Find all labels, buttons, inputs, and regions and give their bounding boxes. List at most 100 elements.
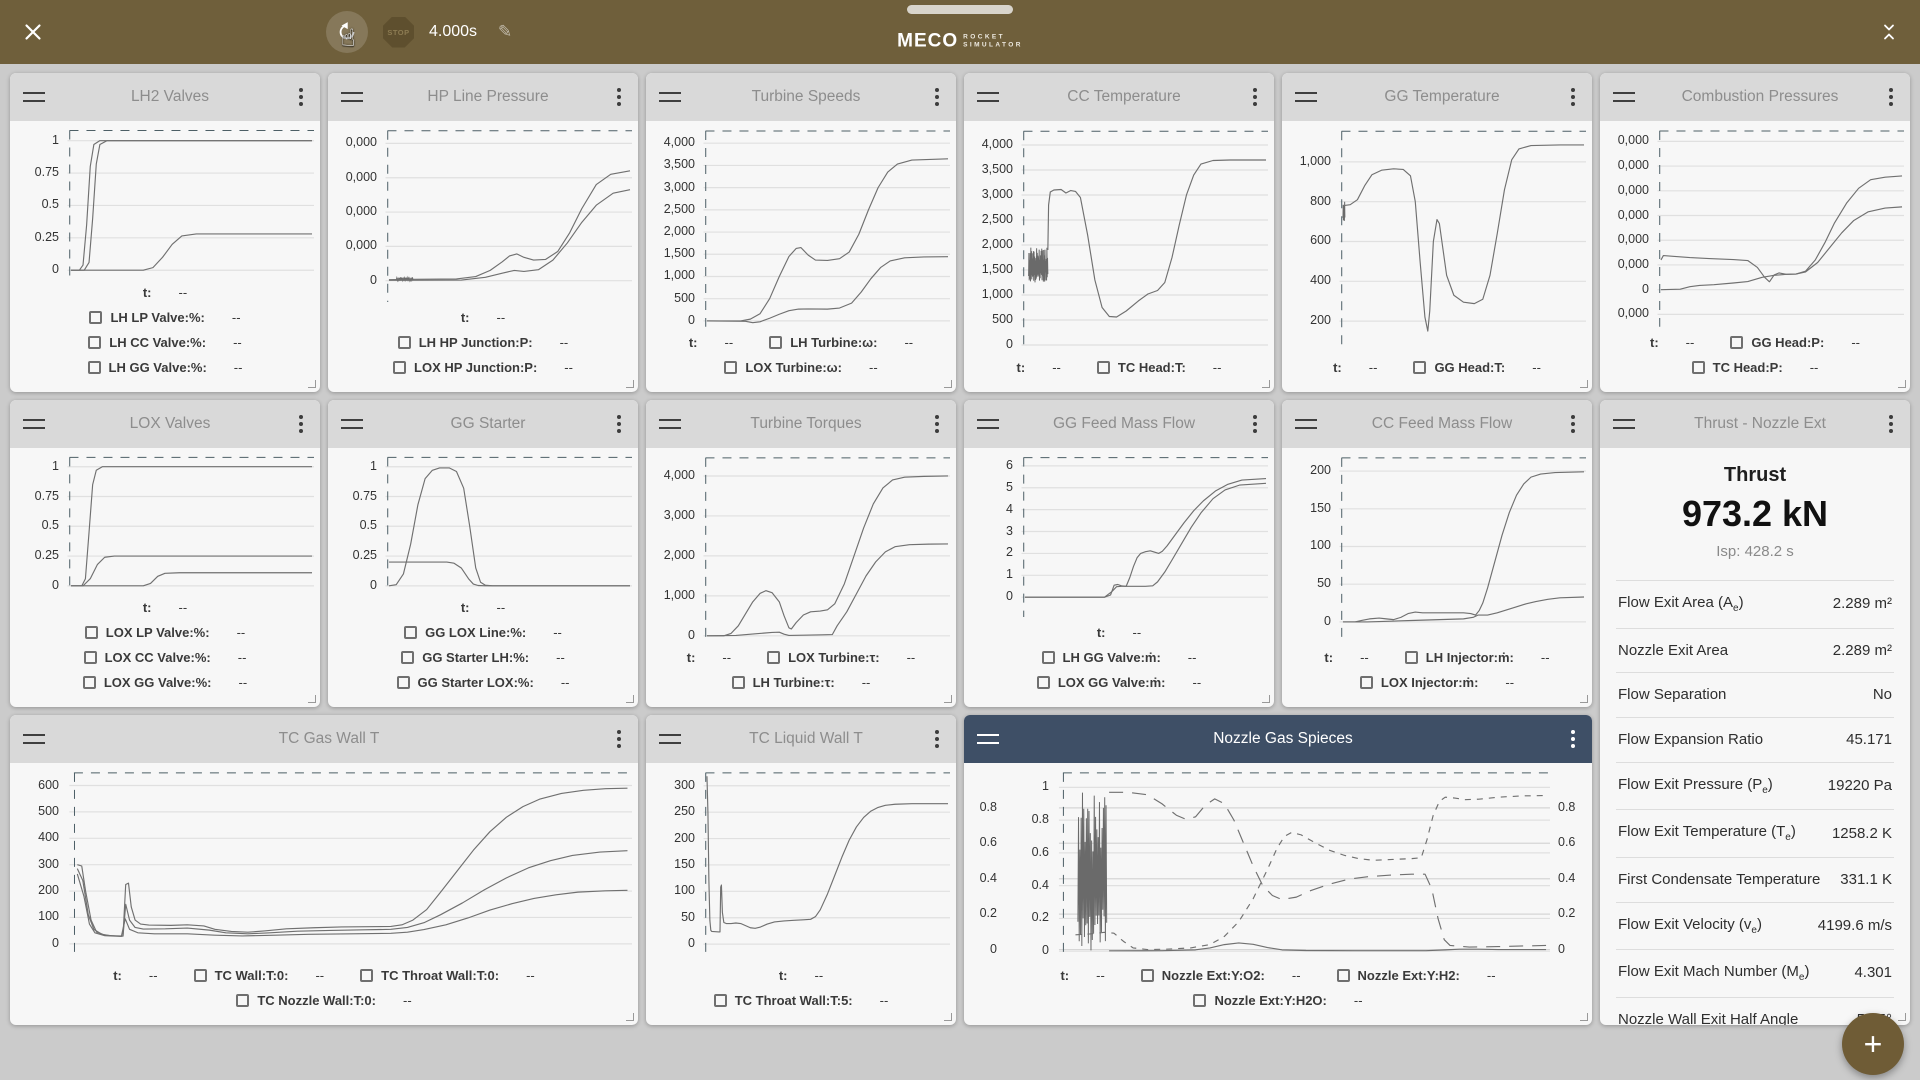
legend-checkbox[interactable] — [401, 651, 415, 664]
legend-checkbox[interactable] — [193, 969, 207, 982]
panel-menu-button[interactable] — [931, 724, 943, 754]
resize-handle[interactable] — [944, 380, 952, 388]
panel-menu-button[interactable] — [931, 82, 943, 112]
panel-menu-button[interactable] — [295, 82, 307, 112]
drag-handle-icon[interactable] — [659, 419, 681, 429]
legend-checkbox[interactable] — [1404, 651, 1418, 664]
legend-checkbox[interactable] — [83, 651, 97, 664]
legend-checkbox[interactable] — [89, 311, 103, 324]
resize-handle[interactable] — [1898, 380, 1906, 388]
resize-handle[interactable] — [1262, 380, 1270, 388]
panel-menu-button[interactable] — [1885, 409, 1897, 439]
add-panel-button[interactable]: + — [1842, 1013, 1904, 1075]
legend-checkbox[interactable] — [82, 676, 96, 689]
drag-handle-icon[interactable] — [977, 419, 999, 429]
plot-turbine-torques[interactable] — [702, 456, 950, 643]
plot-lh2-valves[interactable] — [66, 129, 314, 278]
resize-handle[interactable] — [1580, 695, 1588, 703]
legend-item: TC Wall:T:0: -- — [193, 968, 324, 983]
plot-lox-valves[interactable] — [66, 456, 314, 593]
legend-checkbox[interactable] — [1730, 336, 1744, 349]
resize-handle[interactable] — [1262, 695, 1270, 703]
window-drag-pill[interactable] — [907, 5, 1013, 14]
collapse-button[interactable] — [1874, 17, 1904, 47]
drag-handle-icon[interactable] — [341, 419, 363, 429]
legend-checkbox[interactable] — [393, 361, 407, 374]
plot-tc-liquid-wall-t[interactable] — [702, 771, 950, 961]
legend-item: LOX GG Valve:%: -- — [82, 675, 247, 690]
legend-checkbox[interactable] — [236, 994, 250, 1007]
resize-handle[interactable] — [626, 1013, 634, 1021]
legend-checkbox[interactable] — [1413, 361, 1427, 374]
panel-menu-button[interactable] — [931, 409, 943, 439]
legend-checkbox[interactable] — [1359, 676, 1373, 689]
drag-handle-icon[interactable] — [1295, 92, 1317, 102]
drag-handle-icon[interactable] — [1613, 92, 1635, 102]
legend-checkbox[interactable] — [1036, 676, 1050, 689]
drag-handle-icon[interactable] — [23, 734, 45, 744]
legend-checkbox[interactable] — [404, 626, 418, 639]
resize-handle[interactable] — [944, 1013, 952, 1021]
drag-handle-icon[interactable] — [1613, 419, 1635, 429]
restart-button[interactable] — [326, 11, 368, 53]
plot-gg-temperature[interactable] — [1338, 129, 1586, 353]
panel-menu-button[interactable] — [613, 724, 625, 754]
panel-menu-button[interactable] — [1567, 82, 1579, 112]
legend-checkbox[interactable] — [87, 361, 101, 374]
legend-checkbox[interactable] — [769, 336, 783, 349]
legend-checkbox[interactable] — [1691, 361, 1705, 374]
drag-handle-icon[interactable] — [341, 92, 363, 102]
plot-combustion-pressures[interactable] — [1656, 129, 1904, 328]
resize-handle[interactable] — [1580, 1013, 1588, 1021]
drag-handle-icon[interactable] — [659, 92, 681, 102]
plot-tc-gas-wall-t[interactable] — [66, 771, 632, 961]
panel-title: GG Starter — [450, 415, 526, 432]
drag-handle-icon[interactable] — [23, 92, 45, 102]
resize-handle[interactable] — [308, 380, 316, 388]
plot-cc-temperature[interactable] — [1020, 129, 1268, 353]
drag-handle-icon[interactable] — [977, 734, 999, 744]
panel-menu-button[interactable] — [613, 409, 625, 439]
legend-checkbox[interactable] — [360, 969, 374, 982]
resize-handle[interactable] — [1898, 1013, 1906, 1021]
panel-menu-button[interactable] — [613, 82, 625, 112]
stat-value: 2.289 m² — [1832, 641, 1892, 659]
plot-gg-starter[interactable] — [384, 456, 632, 593]
resize-handle[interactable] — [1580, 380, 1588, 388]
panel-menu-button[interactable] — [1885, 82, 1897, 112]
drag-handle-icon[interactable] — [1295, 419, 1317, 429]
resize-handle[interactable] — [626, 380, 634, 388]
plot-nozzle-gas-spieces[interactable] — [1056, 771, 1550, 961]
legend-checkbox[interactable] — [397, 336, 411, 349]
drag-handle-icon[interactable] — [23, 419, 45, 429]
edit-time-button[interactable]: ✎ — [492, 19, 518, 45]
resize-handle[interactable] — [308, 695, 316, 703]
legend-checkbox[interactable] — [396, 676, 410, 689]
panel-menu-button[interactable] — [295, 409, 307, 439]
legend-checkbox[interactable] — [731, 676, 745, 689]
plot-gg-feed-mass-flow[interactable] — [1020, 456, 1268, 618]
legend-checkbox[interactable] — [1041, 651, 1055, 664]
legend-checkbox[interactable] — [1193, 994, 1207, 1007]
drag-handle-icon[interactable] — [659, 734, 681, 744]
legend-checkbox[interactable] — [1140, 969, 1154, 982]
legend-checkbox[interactable] — [88, 336, 102, 349]
legend-checkbox[interactable] — [767, 651, 781, 664]
legend-checkbox[interactable] — [724, 361, 738, 374]
legend-checkbox[interactable] — [84, 626, 98, 639]
panel-menu-button[interactable] — [1567, 724, 1579, 754]
legend-checkbox[interactable] — [713, 994, 727, 1007]
stop-button[interactable]: STOP — [383, 16, 414, 48]
plot-hp-line-pressure[interactable] — [384, 129, 632, 303]
panel-menu-button[interactable] — [1249, 82, 1261, 112]
drag-handle-icon[interactable] — [977, 92, 999, 102]
resize-handle[interactable] — [626, 695, 634, 703]
resize-handle[interactable] — [944, 695, 952, 703]
close-button[interactable] — [16, 15, 50, 49]
plot-turbine-speeds[interactable] — [702, 129, 950, 328]
legend-checkbox[interactable] — [1336, 969, 1350, 982]
legend-checkbox[interactable] — [1096, 361, 1110, 374]
panel-menu-button[interactable] — [1567, 409, 1579, 439]
plot-cc-feed-mass-flow[interactable] — [1338, 456, 1586, 643]
panel-menu-button[interactable] — [1249, 409, 1261, 439]
